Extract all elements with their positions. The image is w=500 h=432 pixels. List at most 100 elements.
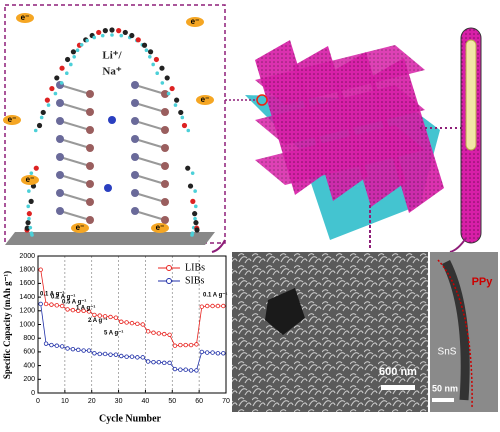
x-tick-label: 0 <box>36 398 40 405</box>
data-point <box>81 348 86 353</box>
atom <box>86 162 94 170</box>
bond <box>59 192 91 203</box>
grid-plane <box>255 45 425 105</box>
data-point <box>135 355 140 360</box>
electron-badge <box>71 223 89 233</box>
electron-label: e⁻ <box>8 115 17 124</box>
x-tick-label: 50 <box>168 398 176 405</box>
data-point <box>199 349 205 355</box>
chain-h <box>59 81 64 85</box>
data-point <box>59 344 65 349</box>
data-point <box>194 368 199 373</box>
ion <box>104 184 112 192</box>
data-point <box>102 314 108 319</box>
atom <box>56 171 64 179</box>
chain-h <box>180 115 185 120</box>
y-tick-label: 0 <box>31 390 35 397</box>
data-point <box>210 303 215 309</box>
ion-label: Li⁺/ <box>102 50 122 62</box>
atom <box>56 99 64 107</box>
atom <box>131 171 139 179</box>
data-point <box>86 348 92 353</box>
electron-label: e⁻ <box>191 17 200 26</box>
chain-h <box>193 189 197 193</box>
chain-atom <box>178 109 184 116</box>
chart: Cycle Number Specific Capacity (mAh g⁻¹)… <box>2 253 230 424</box>
data-point <box>167 360 172 366</box>
chain-h <box>166 91 171 96</box>
bond <box>134 174 166 185</box>
data-point <box>108 352 113 357</box>
grid-plane <box>255 125 425 185</box>
data-point <box>54 343 59 348</box>
series-line <box>40 303 224 371</box>
data-point <box>188 368 194 373</box>
chain-h <box>148 54 152 59</box>
data-point <box>156 331 162 336</box>
chain-h <box>26 204 31 209</box>
data-point <box>65 307 70 312</box>
data-point <box>178 342 183 348</box>
electron-badge <box>196 95 214 105</box>
data-point <box>76 347 81 353</box>
atom <box>86 144 94 152</box>
bond <box>59 174 91 185</box>
atom <box>131 153 139 161</box>
chain-h <box>100 33 105 38</box>
chain-atom <box>141 42 148 48</box>
data-point <box>124 320 129 325</box>
rate-annotation: 2 A g⁻¹ <box>88 317 107 324</box>
data-point <box>59 303 65 309</box>
chain-h <box>39 115 44 120</box>
ion-label: Na⁺ <box>102 66 121 78</box>
rate-annotation: 0.2 A g⁻¹ <box>51 294 75 301</box>
y-tick-label: 200 <box>23 376 35 383</box>
data-point <box>97 313 102 318</box>
rate-annotation: 0.5 A g⁻¹ <box>62 298 86 305</box>
data-point <box>172 343 178 348</box>
data-point <box>54 303 59 308</box>
rate-annotation: 0.1 A g⁻¹ <box>40 290 64 297</box>
grid-plane <box>255 85 425 145</box>
electron-badge <box>16 13 34 23</box>
chain-atom <box>59 65 65 71</box>
bond <box>59 138 91 149</box>
x-axis-label: Cycle Number <box>99 413 161 424</box>
atom <box>161 144 169 152</box>
chain-atom <box>96 29 102 36</box>
chain-h <box>53 91 58 96</box>
atom <box>56 207 64 215</box>
bond <box>59 84 91 95</box>
data-point <box>145 329 151 334</box>
atom <box>86 198 94 206</box>
atom <box>161 162 169 170</box>
chain-h <box>186 128 191 133</box>
data-point <box>65 346 70 351</box>
data-point <box>178 367 183 372</box>
data-point <box>140 322 145 327</box>
rate-annotation: 0.1 A g⁻¹ <box>203 292 227 299</box>
ion <box>108 116 116 124</box>
tem-outline <box>437 259 473 409</box>
chain-h <box>79 42 84 47</box>
scale-label: 50 nm <box>432 383 458 393</box>
y-tick-label: 2000 <box>19 253 35 260</box>
chain-h <box>64 71 69 75</box>
atom <box>56 153 64 161</box>
chain-h <box>173 103 178 107</box>
data-point <box>43 341 49 346</box>
chain-h <box>33 128 38 133</box>
data-point <box>215 303 221 309</box>
chain-atom <box>102 28 108 34</box>
chain-atom <box>174 97 180 103</box>
y-tick-label: 400 <box>23 362 35 369</box>
atom <box>161 90 169 98</box>
data-point <box>204 303 210 309</box>
data-point <box>92 351 97 356</box>
y-tick-label: 1600 <box>19 280 35 287</box>
chain-h <box>75 48 80 53</box>
data-point <box>204 350 210 355</box>
data-point <box>183 342 188 348</box>
rate-annotation: 5 A g⁻¹ <box>104 329 123 336</box>
